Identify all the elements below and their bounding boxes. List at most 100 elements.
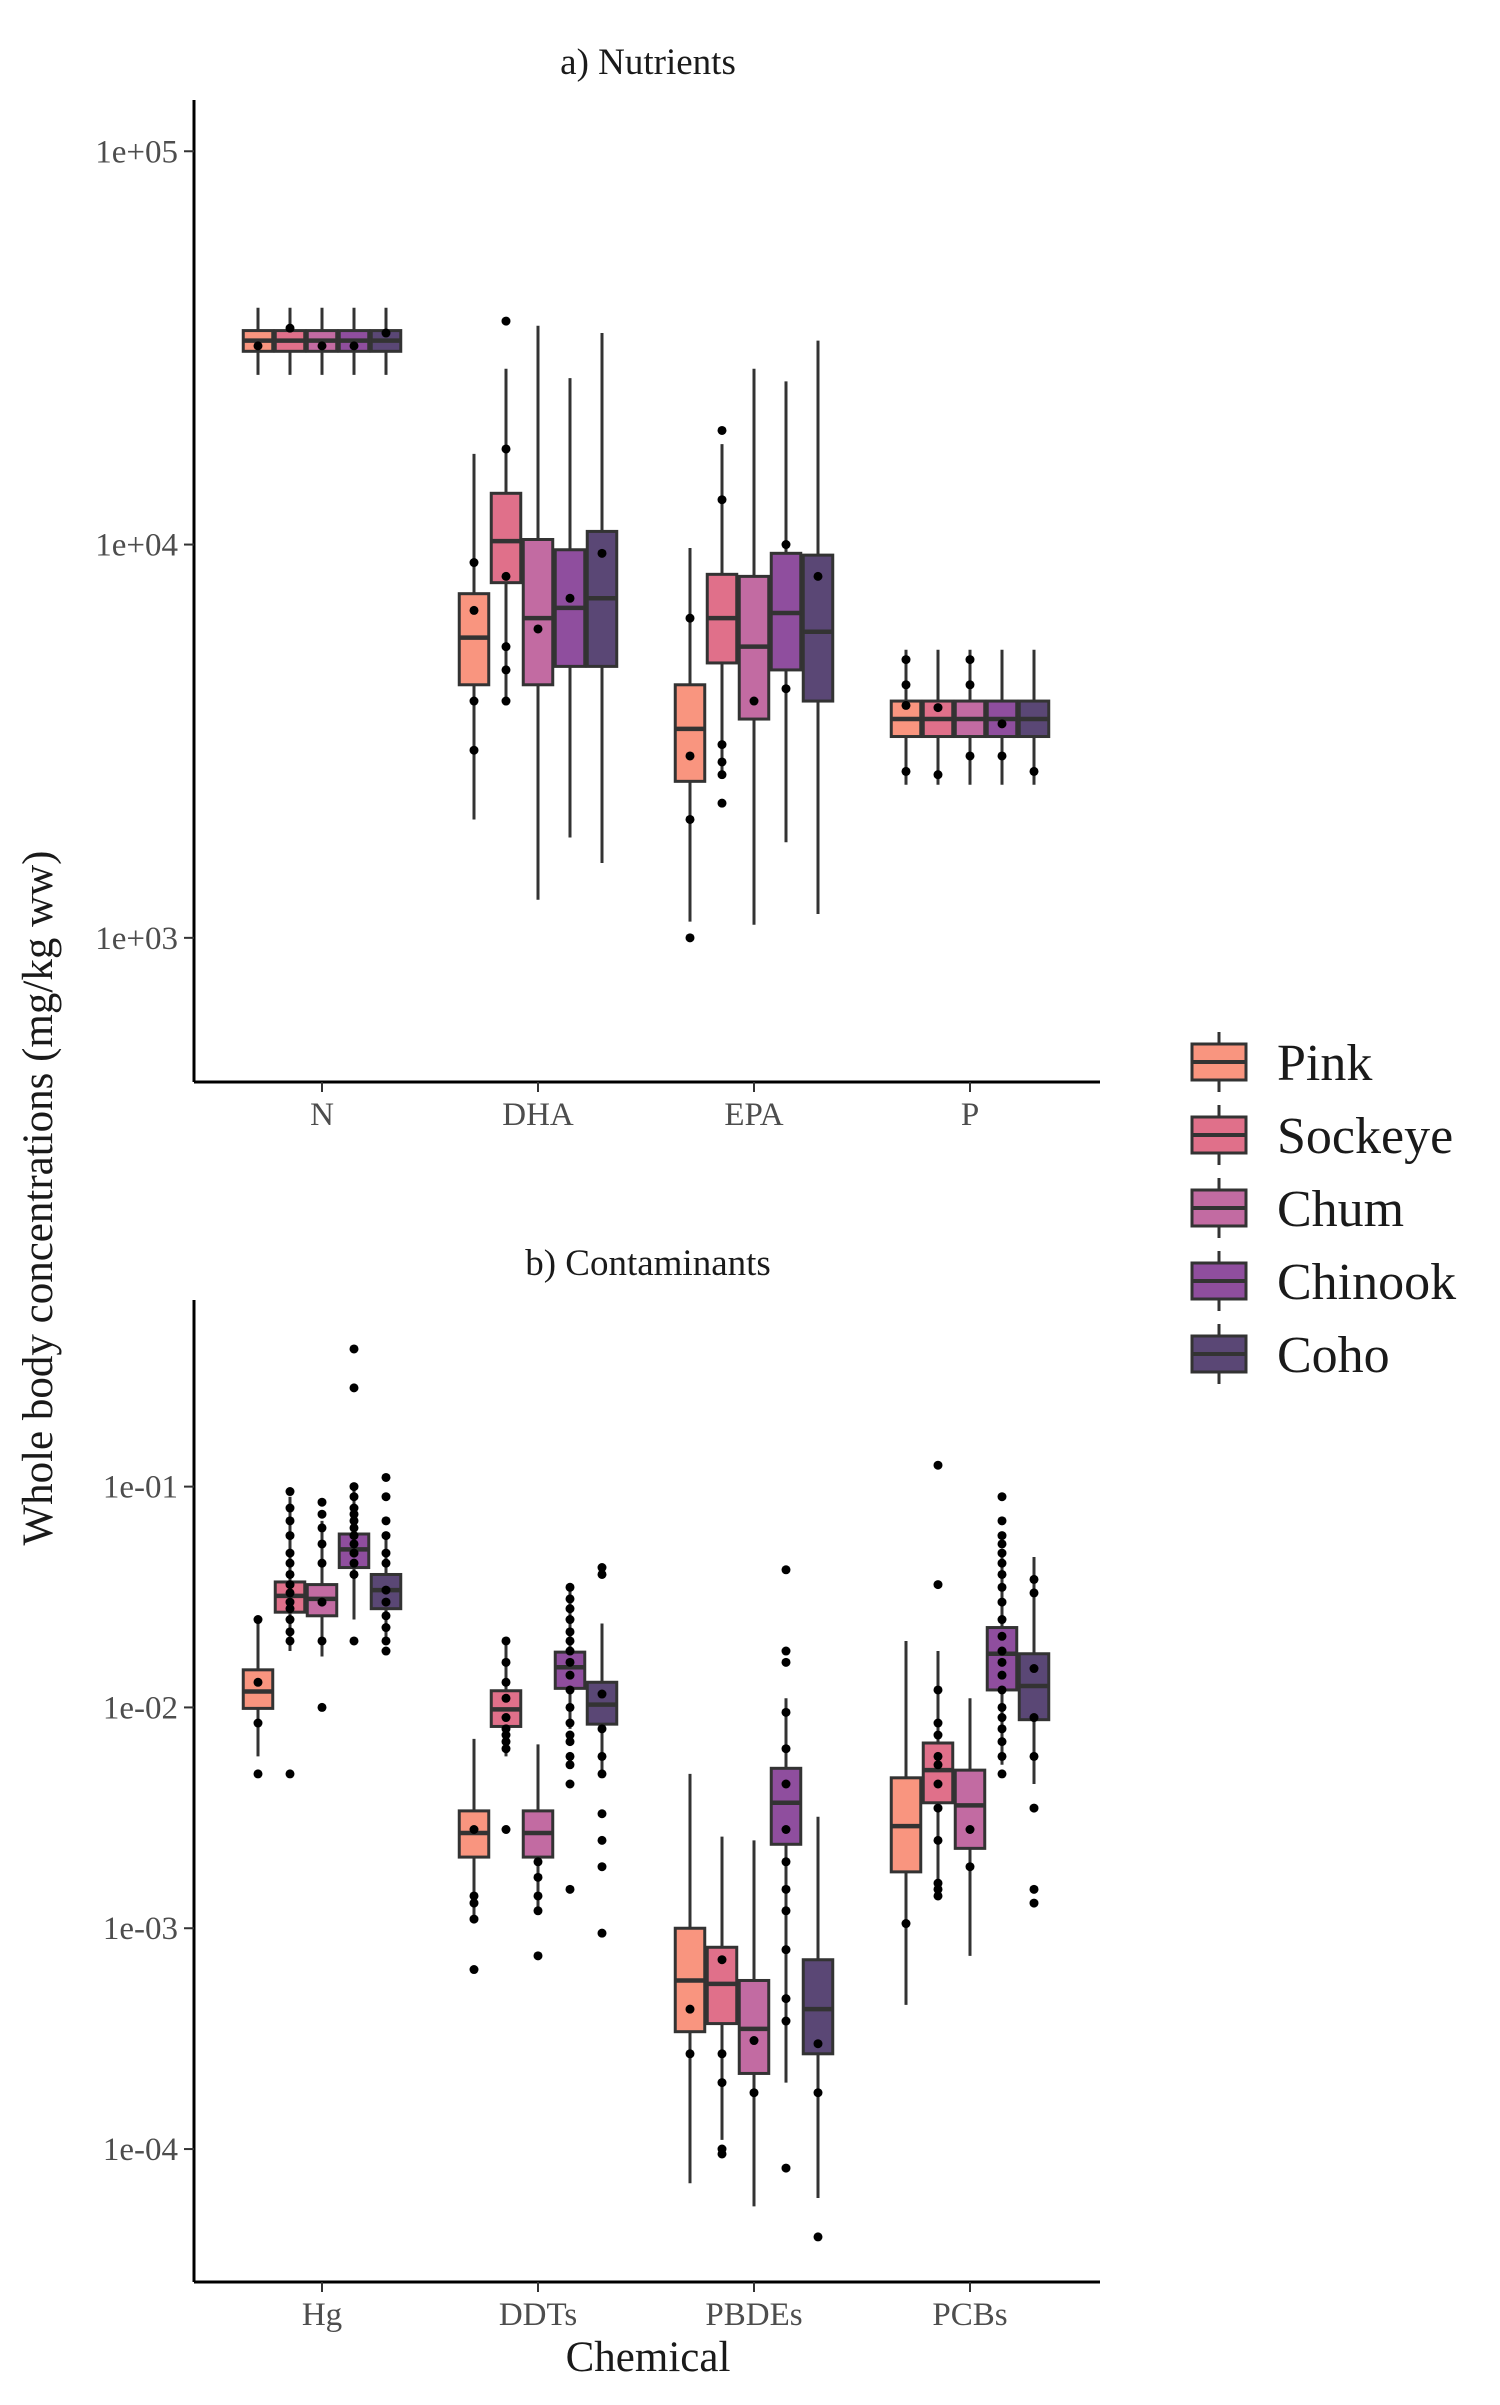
data-point: [997, 1670, 1007, 1680]
data-point: [933, 1835, 943, 1845]
data-point: [781, 1565, 791, 1575]
data-point: [565, 1670, 575, 1680]
data-point: [1029, 1898, 1039, 1908]
data-point: [749, 2036, 759, 2046]
data-point: [717, 495, 727, 505]
data-point: [381, 1558, 391, 1568]
data-point: [349, 1558, 359, 1568]
y-tick-label: 1e-02: [103, 1690, 178, 1726]
box-pcbs-pink: [889, 1640, 923, 2005]
data-point: [469, 1825, 479, 1835]
box-p-sockeye: [921, 649, 955, 785]
data-point: [997, 1492, 1007, 1502]
data-point: [285, 1597, 295, 1607]
data-point: [933, 703, 943, 713]
data-point: [285, 1531, 295, 1541]
box-hg-pink: [241, 1615, 275, 1779]
data-point: [813, 2232, 823, 2242]
x-tick-label: N: [310, 1097, 334, 1133]
data-point: [965, 680, 975, 690]
legend-key-sockeye: [1190, 1105, 1248, 1165]
data-point: [965, 751, 975, 761]
data-point: [533, 1872, 543, 1882]
legend-label-pink: Pink: [1277, 1035, 1372, 1092]
data-point: [781, 1825, 791, 1835]
data-point: [381, 1548, 391, 1558]
box-hg-coho: [369, 1472, 403, 1656]
data-point: [317, 1558, 327, 1568]
box-epa-chum: [737, 368, 771, 925]
data-point: [997, 1631, 1007, 1641]
box-pbdes-pink: [673, 1773, 707, 2184]
data-point: [933, 1718, 943, 1728]
data-point: [781, 1994, 791, 2004]
data-point: [597, 1751, 607, 1761]
data-point: [597, 548, 607, 558]
legend-key-coho: [1190, 1324, 1248, 1384]
data-point: [285, 1580, 295, 1590]
x-tick-label: DDTs: [499, 2297, 577, 2333]
data-point: [469, 696, 479, 706]
box-iqr: [553, 1650, 587, 1690]
box-p-pink: [889, 649, 923, 785]
data-point: [253, 341, 263, 351]
chart-axes-layer: 1e+03 1e+04 1e+05 N DHA EPA P 1e-04 1e-03 1e-02 1e…: [95, 100, 1100, 2333]
box-pcbs-sockeye: [921, 1460, 955, 1901]
data-point: [997, 1769, 1007, 1779]
data-point: [781, 1906, 791, 1916]
data-point: [349, 1523, 359, 1533]
data-point: [565, 1702, 575, 1712]
box-epa-pink: [673, 548, 707, 943]
legend: Pink Sockeye Chum Chinook Coho: [1190, 1032, 1456, 1384]
data-point: [565, 1646, 575, 1656]
data-point: [997, 1531, 1007, 1541]
legend-label-chinook: Chinook: [1277, 1254, 1456, 1311]
data-point: [501, 1724, 511, 1734]
data-point: [533, 624, 543, 634]
legend-label-sockeye: Sockeye: [1277, 1108, 1453, 1165]
data-point: [349, 1569, 359, 1579]
data-point: [997, 719, 1007, 729]
data-point: [901, 680, 911, 690]
data-point: [501, 642, 511, 652]
data-point: [685, 751, 695, 761]
data-point: [349, 1531, 359, 1541]
y-tick-label: 1e-04: [103, 2132, 178, 2168]
data-point: [501, 571, 511, 581]
data-point: [285, 1615, 295, 1625]
data-point: [597, 1862, 607, 1872]
data-point: [317, 1509, 327, 1519]
data-point: [469, 605, 479, 615]
data-point: [597, 1928, 607, 1938]
data-point: [565, 1779, 575, 1789]
data-point: [349, 1548, 359, 1558]
data-point: [565, 1657, 575, 1667]
data-point: [253, 1769, 263, 1779]
data-point: [933, 770, 943, 780]
box-pbdes-chum: [737, 1840, 771, 2207]
box-hg-sockeye: [273, 1487, 307, 1779]
data-point: [285, 1769, 295, 1779]
box-epa-chinook: [769, 381, 803, 843]
data-point: [349, 1383, 359, 1393]
data-point: [317, 1523, 327, 1533]
data-point: [501, 665, 511, 675]
data-point: [317, 1539, 327, 1549]
panel-title-contaminants: b) Contaminants: [525, 1243, 771, 1284]
legend-label-chum: Chum: [1277, 1181, 1404, 1238]
data-point: [901, 700, 911, 710]
box-iqr: [801, 1958, 835, 2056]
data-point: [717, 425, 727, 435]
box-n-chum: [305, 307, 339, 375]
data-point: [285, 1503, 295, 1513]
data-point: [965, 1825, 975, 1835]
chart-boxes-layer: [241, 307, 1051, 2242]
data-point: [381, 1597, 391, 1607]
data-point: [997, 1615, 1007, 1625]
data-point: [501, 1657, 511, 1667]
data-point: [997, 751, 1007, 761]
box-epa-coho: [801, 340, 835, 914]
data-point: [1029, 1664, 1039, 1674]
data-point: [349, 1539, 359, 1549]
